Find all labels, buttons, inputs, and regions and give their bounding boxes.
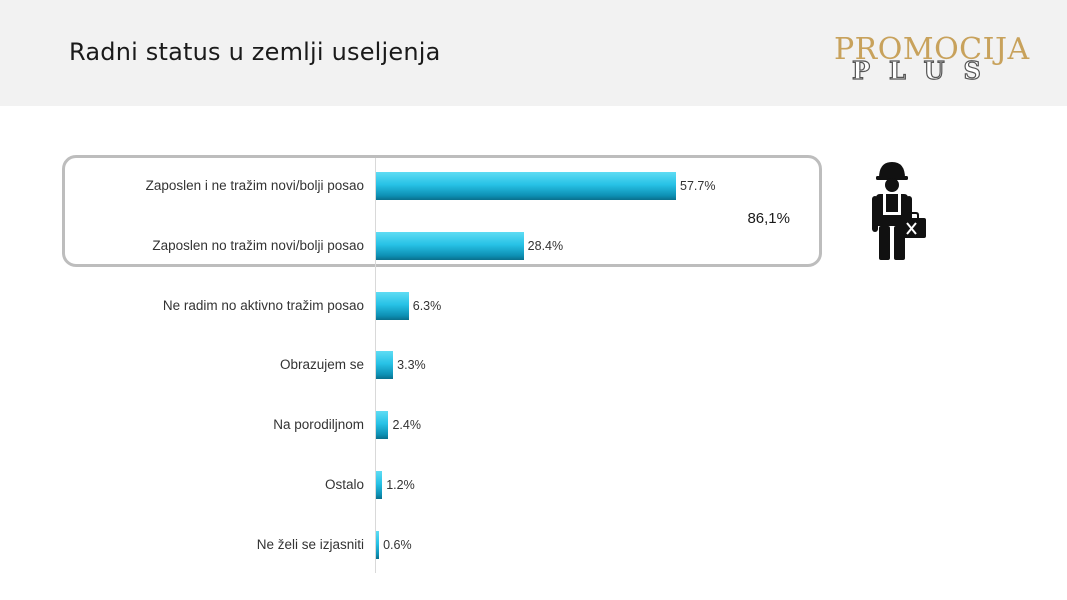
value-label: 3.3% (397, 358, 426, 372)
employed-group-total: 86,1% (747, 210, 790, 227)
bar (376, 411, 389, 439)
bar (376, 351, 394, 379)
bar (376, 172, 677, 200)
value-label: 2.4% (392, 418, 421, 432)
category-label: Obrazujem se (279, 357, 364, 372)
category-label: Zaposlen i ne tražim novi/bolji posao (145, 178, 364, 193)
category-label: Ne želi se izjasniti (256, 537, 364, 552)
category-label: Ostalo (324, 477, 364, 492)
bar (376, 232, 524, 260)
category-label: Zaposlen no tražim novi/bolji posao (152, 238, 364, 253)
worker-with-toolbox-icon (872, 162, 926, 260)
logo-sub-text: PLUS (851, 55, 1000, 85)
employed-group-outline (62, 155, 822, 267)
header-band: Radni status u zemlji useljenja PROMOCIJ… (0, 0, 1067, 106)
logo-main-text: PROMOCIJA (834, 32, 1030, 67)
value-label: 1.2% (386, 478, 415, 492)
logo: PROMOCIJA PLUS (830, 28, 1040, 88)
category-label: Na porodiljnom (273, 417, 364, 432)
bar (376, 531, 380, 559)
category-label: Ne radim no aktivno tražim posao (162, 298, 364, 313)
bar (376, 471, 383, 499)
category-axis-line (375, 158, 376, 573)
value-label: 28.4% (527, 239, 564, 253)
value-label: 57.7% (680, 179, 716, 193)
value-label: 0.6% (383, 538, 412, 552)
bar (376, 292, 409, 320)
page-title: Radni status u zemlji useljenja (69, 38, 441, 66)
value-label: 6.3% (412, 299, 442, 313)
